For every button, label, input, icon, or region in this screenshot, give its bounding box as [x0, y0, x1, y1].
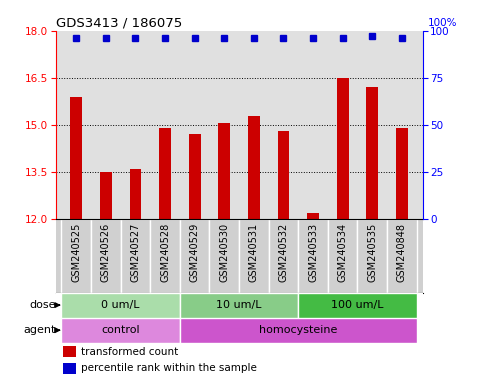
FancyBboxPatch shape — [91, 219, 121, 293]
Bar — [298, 293, 417, 318]
Text: GSM240534: GSM240534 — [338, 223, 348, 282]
Text: transformed count: transformed count — [81, 346, 179, 356]
Bar — [129, 169, 142, 219]
Bar — [159, 128, 171, 219]
Bar — [218, 123, 230, 219]
Bar — [61, 293, 180, 318]
FancyBboxPatch shape — [298, 219, 328, 293]
Text: GSM240848: GSM240848 — [397, 223, 407, 282]
Text: 0 um/L: 0 um/L — [101, 300, 140, 310]
Bar — [307, 213, 319, 219]
Text: control: control — [101, 325, 140, 335]
Bar — [63, 363, 76, 374]
Text: GSM240532: GSM240532 — [279, 223, 288, 282]
FancyBboxPatch shape — [61, 219, 91, 293]
FancyBboxPatch shape — [150, 219, 180, 293]
FancyBboxPatch shape — [180, 219, 210, 293]
FancyBboxPatch shape — [121, 219, 150, 293]
Text: GSM240529: GSM240529 — [190, 223, 199, 282]
Text: 100%: 100% — [428, 18, 458, 28]
Bar — [396, 128, 408, 219]
Bar — [100, 172, 112, 219]
Text: GSM240535: GSM240535 — [367, 223, 377, 282]
Text: 100 um/L: 100 um/L — [331, 300, 384, 310]
Text: GSM240528: GSM240528 — [160, 223, 170, 282]
Text: GSM240530: GSM240530 — [219, 223, 229, 282]
Text: 10 um/L: 10 um/L — [216, 300, 262, 310]
FancyBboxPatch shape — [328, 219, 357, 293]
Text: dose: dose — [29, 300, 56, 310]
Bar — [367, 87, 378, 219]
Text: GSM240525: GSM240525 — [71, 223, 81, 282]
Bar — [63, 346, 76, 357]
FancyBboxPatch shape — [210, 219, 239, 293]
Text: percentile rank within the sample: percentile rank within the sample — [81, 363, 257, 373]
FancyBboxPatch shape — [239, 219, 269, 293]
Bar — [337, 78, 349, 219]
Bar — [180, 318, 417, 343]
Text: GSM240527: GSM240527 — [130, 223, 141, 282]
FancyBboxPatch shape — [269, 219, 298, 293]
Bar — [180, 293, 298, 318]
FancyBboxPatch shape — [387, 219, 417, 293]
Text: GDS3413 / 186075: GDS3413 / 186075 — [56, 17, 182, 30]
Bar — [248, 116, 260, 219]
Text: GSM240526: GSM240526 — [101, 223, 111, 282]
Bar — [71, 97, 82, 219]
Text: agent: agent — [24, 325, 56, 335]
Bar — [278, 131, 289, 219]
Text: homocysteine: homocysteine — [259, 325, 338, 335]
Bar — [189, 134, 200, 219]
Text: GSM240533: GSM240533 — [308, 223, 318, 282]
Bar — [61, 318, 180, 343]
FancyBboxPatch shape — [357, 219, 387, 293]
Text: GSM240531: GSM240531 — [249, 223, 259, 282]
